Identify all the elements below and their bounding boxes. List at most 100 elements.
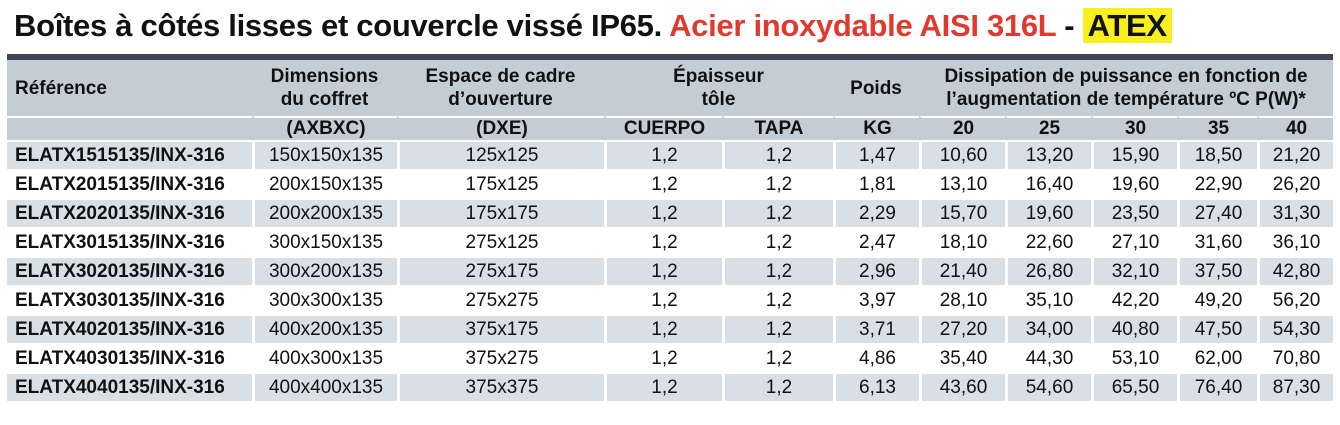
table-cell: 2,47 (833, 227, 920, 256)
table-cell: 400x300x135 (252, 343, 397, 372)
table-cell: 125x125 (397, 140, 604, 169)
table-cell: 42,80 (1257, 256, 1334, 285)
table-cell: 54,30 (1257, 314, 1334, 343)
table-cell: 3,71 (833, 314, 920, 343)
table-cell: 375x275 (397, 343, 604, 372)
title-separator: - (1064, 8, 1075, 43)
table-row: ELATX4040135/INX-316 400x400x135 375x375 1,… (7, 372, 1334, 401)
table-cell: 1,2 (722, 285, 834, 314)
table-row: ELATX1515135/INX-316 150x150x135 125x125 1,… (7, 140, 1334, 169)
table-cell: 300x150x135 (252, 227, 397, 256)
subheader-cell: CUERPO (604, 116, 722, 140)
subheader-cell: 20 (919, 116, 1006, 140)
table-cell: 27,40 (1177, 198, 1258, 227)
table-cell: 40,80 (1091, 314, 1178, 343)
table-cell: 18,10 (919, 227, 1006, 256)
table-header: Référence Dimensions du coffret Espace de… (7, 60, 1334, 140)
table-cell: 15,90 (1091, 140, 1178, 169)
subheader-cell: 30 (1091, 116, 1178, 140)
table-cell: 43,60 (919, 372, 1006, 401)
table-cell: 18,50 (1177, 140, 1258, 169)
subheader-cell: 35 (1177, 116, 1258, 140)
column-header-weight: Poids (833, 60, 920, 116)
table-cell: 375x175 (397, 314, 604, 343)
reference-cell: ELATX4040135/INX-316 (7, 372, 252, 401)
table-cell: 175x125 (397, 169, 604, 198)
table-cell: 4,86 (833, 343, 920, 372)
table-cell: 21,40 (919, 256, 1006, 285)
subheader-cell: 40 (1257, 116, 1334, 140)
table-cell: 42,20 (1091, 285, 1178, 314)
subheader-cell: TAPA (722, 116, 834, 140)
table-cell: 31,60 (1177, 227, 1258, 256)
table-cell: 1,2 (722, 372, 834, 401)
table-cell: 200x200x135 (252, 198, 397, 227)
table-cell: 300x300x135 (252, 285, 397, 314)
table-cell: 65,50 (1091, 372, 1178, 401)
table-cell: 1,2 (722, 256, 834, 285)
table-cell: 150x150x135 (252, 140, 397, 169)
table-cell: 23,50 (1091, 198, 1178, 227)
title-main: Boîtes à côtés lisses et couvercle vissé… (14, 8, 662, 43)
reference-cell: ELATX3020135/INX-316 (7, 256, 252, 285)
table-cell: 1,81 (833, 169, 920, 198)
table-cell: 175x175 (397, 198, 604, 227)
title-material: Acier inoxydable AISI 316L (669, 8, 1056, 43)
subheader-cell: (DXE) (397, 116, 604, 140)
column-header-dissipation: Dissipation de puissance en fonction de l… (919, 60, 1334, 116)
table-cell: 1,2 (722, 198, 834, 227)
reference-cell: ELATX1515135/INX-316 (7, 140, 252, 169)
table-cell: 27,10 (1091, 227, 1178, 256)
table-cell: 34,00 (1005, 314, 1092, 343)
table-cell: 13,20 (1005, 140, 1092, 169)
table-row: ELATX4020135/INX-316 400x200x135 375x175 1,… (7, 314, 1334, 343)
reference-cell: ELATX3030135/INX-316 (7, 285, 252, 314)
table-cell: 56,20 (1257, 285, 1334, 314)
table-cell: 1,2 (722, 227, 834, 256)
reference-cell: ELATX4030135/INX-316 (7, 343, 252, 372)
table-cell: 1,2 (604, 314, 722, 343)
table-row: ELATX2015135/INX-316 200x150x135 175x125 1,… (7, 169, 1334, 198)
column-header-reference: Référence (7, 60, 252, 116)
table-cell: 62,00 (1177, 343, 1258, 372)
table-cell: 300x200x135 (252, 256, 397, 285)
table-cell: 31,30 (1257, 198, 1334, 227)
table-row: ELATX4030135/INX-316 400x300x135 375x275 1,… (7, 343, 1334, 372)
table-body: ELATX1515135/INX-316 150x150x135 125x125 1,… (7, 140, 1334, 401)
table-cell: 35,40 (919, 343, 1006, 372)
table-cell: 1,2 (604, 285, 722, 314)
header-top-bar (7, 54, 1333, 60)
table-cell: 87,30 (1257, 372, 1334, 401)
table-cell: 22,60 (1005, 227, 1092, 256)
table-cell: 400x400x135 (252, 372, 397, 401)
subheader-row: (AXBXC) (DXE) CUERPO TAPA KG 20 25 30 35 40 (7, 116, 1334, 140)
table-cell: 1,2 (604, 372, 722, 401)
reference-cell: ELATX2015135/INX-316 (7, 169, 252, 198)
table-cell: 26,80 (1005, 256, 1092, 285)
table-cell: 44,30 (1005, 343, 1092, 372)
table-cell: 1,47 (833, 140, 920, 169)
table-cell: 16,40 (1005, 169, 1092, 198)
table-row: ELATX2020135/INX-316 200x200x135 175x175 1,… (7, 198, 1334, 227)
table-cell: 1,2 (604, 140, 722, 169)
table-cell: 54,60 (1005, 372, 1092, 401)
table-cell: 1,2 (604, 343, 722, 372)
table-cell: 1,2 (604, 256, 722, 285)
table-cell: 275x175 (397, 256, 604, 285)
table-row: ELATX3020135/INX-316 300x200x135 275x175 1,… (7, 256, 1334, 285)
table-cell: 3,97 (833, 285, 920, 314)
table-row: ELATX3030135/INX-316 300x300x135 275x275 1,… (7, 285, 1334, 314)
table-cell: 13,10 (919, 169, 1006, 198)
reference-cell: ELATX2020135/INX-316 (7, 198, 252, 227)
table-cell: 2,29 (833, 198, 920, 227)
table-cell: 400x200x135 (252, 314, 397, 343)
table-cell: 53,10 (1091, 343, 1178, 372)
product-table: Référence Dimensions du coffret Espace de… (7, 60, 1334, 401)
table-cell: 200x150x135 (252, 169, 397, 198)
table-cell: 76,40 (1177, 372, 1258, 401)
table-cell: 1,2 (604, 169, 722, 198)
table-cell: 1,2 (604, 198, 722, 227)
table-cell: 28,10 (919, 285, 1006, 314)
column-header-dimensions: Dimensions du coffret (252, 60, 397, 116)
table-cell: 15,70 (919, 198, 1006, 227)
